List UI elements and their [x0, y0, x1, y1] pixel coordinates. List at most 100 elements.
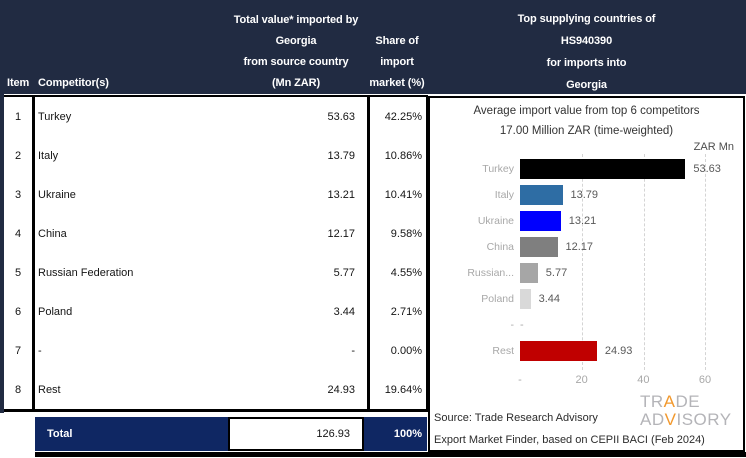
- category-label: Italy: [494, 189, 514, 201]
- header-line: Total value* imported by: [233, 14, 359, 26]
- total-share: 100%: [364, 417, 427, 451]
- chart-subtitle: 17.00 Million ZAR (time-weighted): [499, 125, 674, 137]
- bar-value-label: 13.21: [568, 215, 597, 227]
- table-row: Ukraine 13.21: [35, 175, 367, 214]
- chart-row: Turkey 53.63: [430, 156, 743, 182]
- import-value: 13.21: [327, 188, 355, 201]
- header-line: from source country: [243, 56, 349, 68]
- logo-accent-a: A: [663, 392, 676, 411]
- import-value: 53.63: [327, 110, 355, 123]
- category-label: Russian...: [467, 267, 514, 279]
- market-share: 10.41%: [384, 188, 422, 201]
- import-value: -: [351, 344, 355, 357]
- import-value: 13.79: [327, 149, 355, 162]
- chart-row: Russian... 5.77: [430, 260, 743, 286]
- category-label: Poland: [481, 293, 514, 305]
- column-header-item: Item: [7, 77, 30, 89]
- gridline-40: [644, 154, 645, 370]
- category-label: Ukraine: [477, 215, 514, 227]
- market-share: 2.71%: [390, 305, 422, 318]
- bar-value-label: 3.44: [538, 293, 561, 305]
- competitor-name: Russian Federation: [38, 266, 134, 279]
- header-line: Georgia: [275, 35, 317, 47]
- competitor-name: -: [38, 344, 42, 357]
- chart-row: Ukraine 13.21: [430, 208, 743, 234]
- left-margin-strip: [0, 94, 4, 413]
- category-label: China: [486, 241, 514, 253]
- table-row: Italy 13.79: [35, 136, 367, 175]
- competitor-table: 1 2 3 4 5 6 7 8 Turkey 53.63 Italy 13.79 Ukraine 13.…: [4, 95, 428, 412]
- chart-row: Poland 3.44: [430, 286, 743, 312]
- total-value: 126.93: [228, 417, 364, 451]
- market-share: 9.58%: [390, 227, 422, 240]
- competitor-name: Italy: [38, 149, 59, 162]
- x-axis-tick: 60: [698, 374, 712, 386]
- source-line-1: Source: Trade Research Advisory: [434, 412, 598, 424]
- source-line-2: Export Market Finder, based on CEPII BAC…: [434, 434, 705, 446]
- header-line: import: [380, 56, 414, 68]
- trade-advisory-logo: TRADE ADVISORY: [640, 393, 732, 429]
- header-line: (Mn ZAR): [271, 77, 321, 89]
- category-label: Rest: [492, 345, 514, 357]
- item-number: 6: [14, 305, 22, 318]
- x-axis-tick: 40: [637, 374, 650, 386]
- competitor-name: Rest: [38, 383, 61, 396]
- import-value: 24.93: [327, 383, 355, 396]
- bar-value-label: 13.79: [570, 189, 599, 201]
- total-row: Total 126.93 100%: [35, 417, 427, 451]
- import-value: 5.77: [333, 266, 355, 279]
- item-number: 7: [14, 344, 22, 357]
- column-header-competitor: Competitor(s): [38, 77, 109, 89]
- chart-unit-label: ZAR Mn: [693, 141, 734, 153]
- competitor-name: Poland: [38, 305, 73, 318]
- chart-row: Italy 13.79: [430, 182, 743, 208]
- bar-china: [520, 237, 558, 257]
- competitor-name: China: [38, 227, 67, 240]
- bar-chart: Turkey 53.63 Italy 13.79 Ukraine 13.21 China 12…: [430, 156, 743, 364]
- table-row: --: [35, 331, 367, 370]
- chart-row: China 12.17: [430, 234, 743, 260]
- item-column: 1 2 3 4 5 6 7 8: [4, 97, 35, 409]
- market-share: 42.25%: [384, 110, 422, 123]
- item-number: 2: [14, 149, 22, 162]
- bar-poland: [520, 289, 531, 309]
- bar-turkey: [520, 159, 686, 179]
- table-row: China 12.17: [35, 214, 367, 253]
- item-number: 8: [14, 383, 22, 396]
- header-line: Share of: [375, 35, 419, 47]
- competitor-column: Turkey 53.63 Italy 13.79 Ukraine 13.21 China 12…: [35, 97, 370, 409]
- table-row: Russian Federation 5.77: [35, 253, 367, 292]
- category-label: -: [510, 319, 515, 331]
- gridline-60: [705, 154, 706, 370]
- bottom-border-strip: [35, 452, 746, 457]
- chart-panel: Average import value from top 6 competit…: [428, 96, 745, 452]
- table-row: Poland 3.44: [35, 292, 367, 331]
- item-number: 5: [14, 266, 22, 279]
- x-axis: - 20 40 60: [430, 374, 743, 388]
- competitor-name: Ukraine: [38, 188, 76, 201]
- bar-value-label: 53.63: [693, 163, 721, 175]
- market-share: 4.55%: [390, 266, 422, 279]
- market-share: 0.00%: [390, 344, 422, 357]
- header-band: [0, 0, 746, 94]
- header-line: Georgia: [566, 79, 607, 91]
- bar-italy: [520, 185, 563, 205]
- chart-row: --: [430, 312, 743, 338]
- table-row: Rest 24.93: [35, 370, 367, 409]
- item-number: 1: [14, 110, 22, 123]
- table-row: Turkey 53.63: [35, 97, 367, 136]
- share-column: 42.25% 10.86% 10.41% 9.58% 4.55% 2.71% 0.00% 19…: [370, 97, 428, 409]
- header-line: for imports into: [546, 57, 627, 69]
- bar-value-label: -: [520, 319, 524, 331]
- header-line: HS940390: [560, 35, 613, 47]
- column-header-value: Total value* imported by Georgia from sour…: [211, 10, 381, 94]
- bar-value-label: 24.93: [604, 345, 633, 357]
- import-value: 3.44: [333, 305, 355, 318]
- logo-line-advisory: ADVISORY: [640, 410, 732, 429]
- import-value: 12.17: [327, 227, 355, 240]
- bar-value-label: 12.17: [565, 241, 594, 253]
- right-panel-header: Top supplying countries of HS940390 for im…: [428, 8, 745, 96]
- logo-line-trade: TRADE: [640, 392, 701, 411]
- header-line: market (%): [369, 77, 425, 89]
